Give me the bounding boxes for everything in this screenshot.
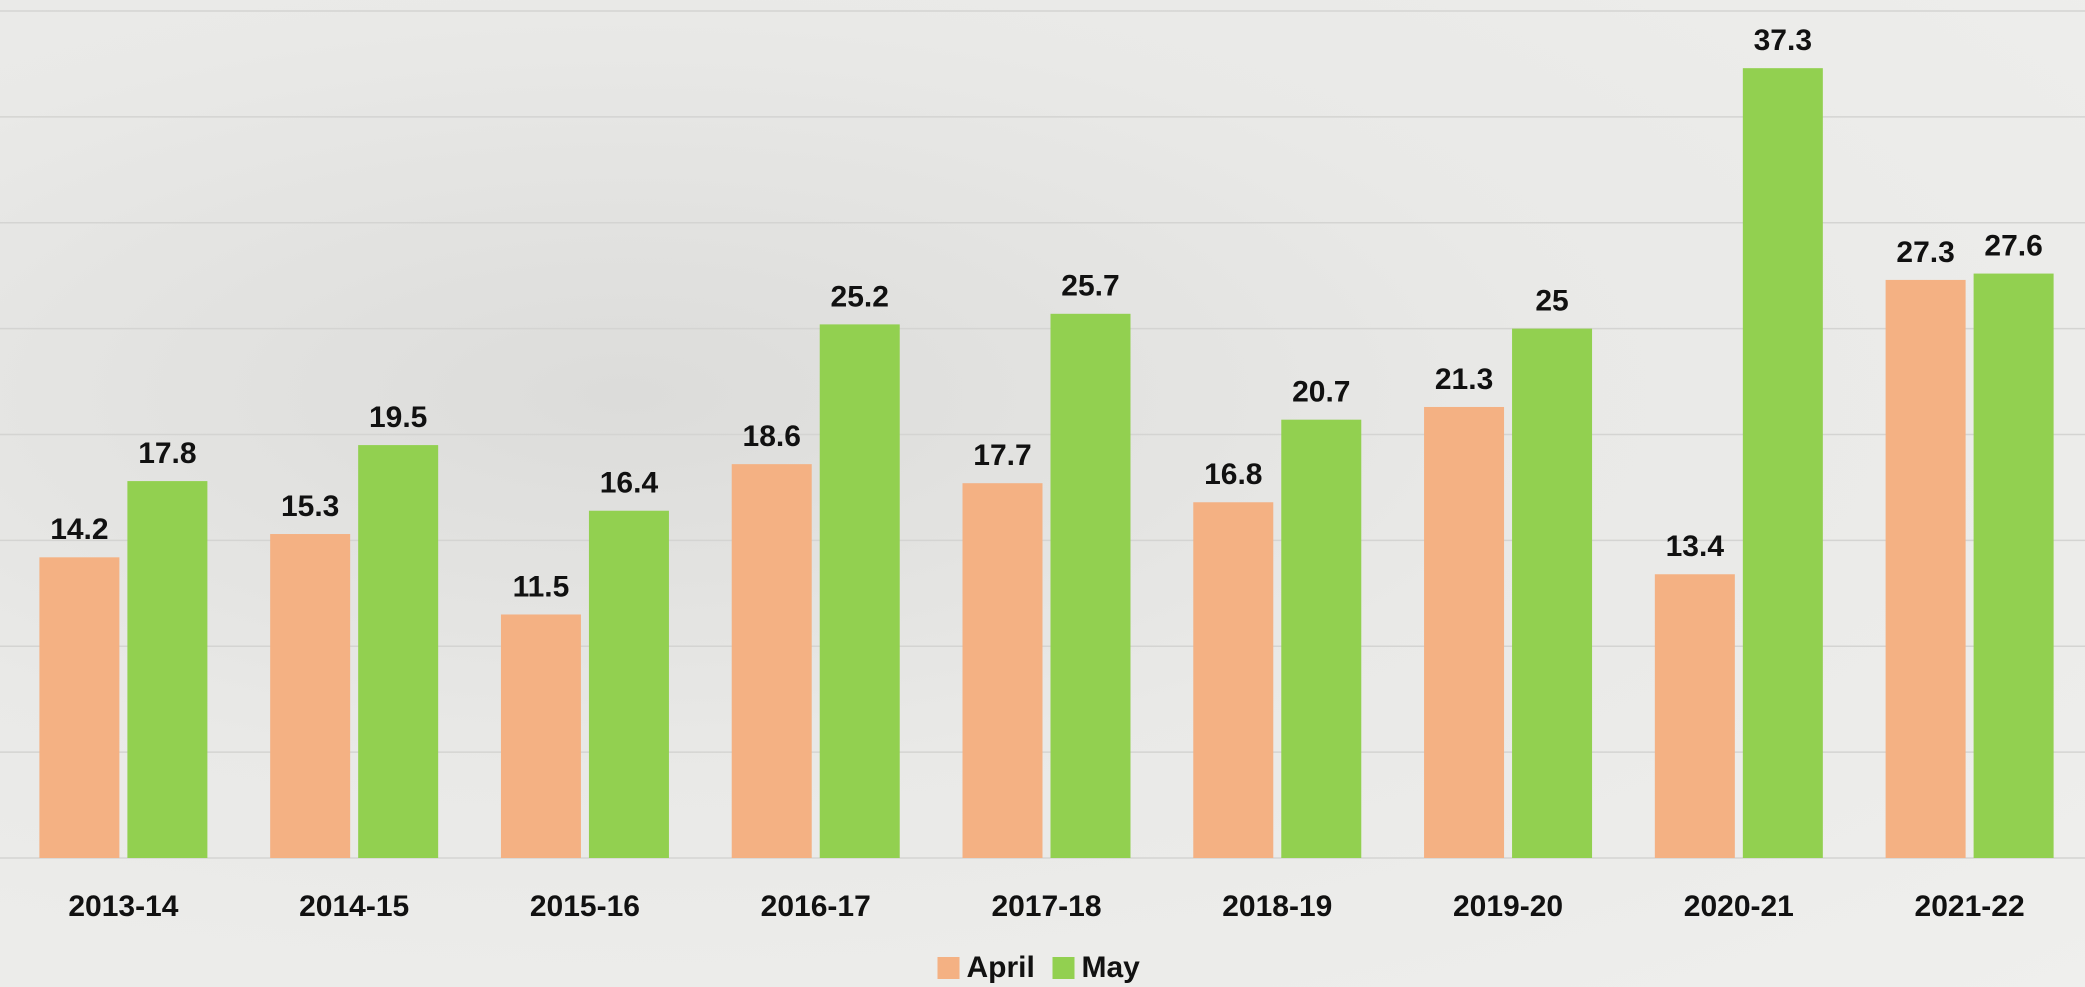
legend-swatch (938, 957, 960, 979)
x-tick-label: 2019-20 (1453, 890, 1563, 923)
legend-label: May (1082, 951, 1141, 984)
data-label: 25.2 (831, 280, 889, 313)
data-label: 14.2 (50, 513, 108, 546)
bar (1512, 329, 1592, 858)
legend-swatch (1053, 957, 1075, 979)
bar (820, 324, 900, 858)
data-label: 17.7 (973, 439, 1031, 472)
data-label: 18.6 (743, 420, 801, 453)
data-label: 11.5 (513, 570, 570, 603)
bar (358, 445, 438, 858)
data-label: 16.4 (600, 467, 659, 500)
bar (732, 464, 812, 858)
bar (1424, 407, 1504, 858)
data-label: 19.5 (369, 401, 427, 434)
bar (501, 614, 581, 858)
x-tick-label: 2021-22 (1915, 890, 2025, 923)
bar (1193, 502, 1273, 858)
data-label: 17.8 (138, 437, 196, 470)
data-label: 27.6 (1984, 229, 2042, 262)
x-tick-label: 2017-18 (991, 890, 1101, 923)
bar (39, 557, 119, 858)
data-label: 16.8 (1204, 458, 1262, 491)
bar (1655, 574, 1735, 858)
bar (963, 483, 1043, 858)
x-tick-label: 2015-16 (530, 890, 640, 923)
chart: 2013-14 14.2 17.8 2014-15 15.3 19.5 2015-16 11.… (0, 0, 2085, 987)
x-tick-label: 2016-17 (761, 890, 871, 923)
page: 2013-14 14.2 17.8 2014-15 15.3 19.5 2015-16 11.… (0, 0, 2085, 987)
bar (1974, 274, 2054, 858)
bar (270, 534, 350, 858)
x-tick-label: 2013-14 (68, 890, 178, 923)
bar (1281, 420, 1361, 858)
data-label: 21.3 (1435, 363, 1493, 396)
x-tick-label: 2020-21 (1684, 890, 1794, 923)
bar (127, 481, 207, 858)
bar (1743, 68, 1823, 858)
data-label: 20.7 (1292, 376, 1350, 409)
x-tick-label: 2018-19 (1222, 890, 1332, 923)
data-label: 13.4 (1666, 530, 1725, 563)
bar (1051, 314, 1131, 858)
data-label: 27.3 (1896, 236, 1954, 269)
data-label: 37.3 (1754, 24, 1812, 57)
data-label: 25.7 (1061, 270, 1119, 303)
bar (1886, 280, 1966, 858)
x-tick-label: 2014-15 (299, 890, 409, 923)
data-label: 15.3 (281, 490, 339, 523)
legend-label: April (967, 951, 1035, 984)
bar (589, 511, 669, 858)
data-label: 25 (1535, 285, 1568, 318)
